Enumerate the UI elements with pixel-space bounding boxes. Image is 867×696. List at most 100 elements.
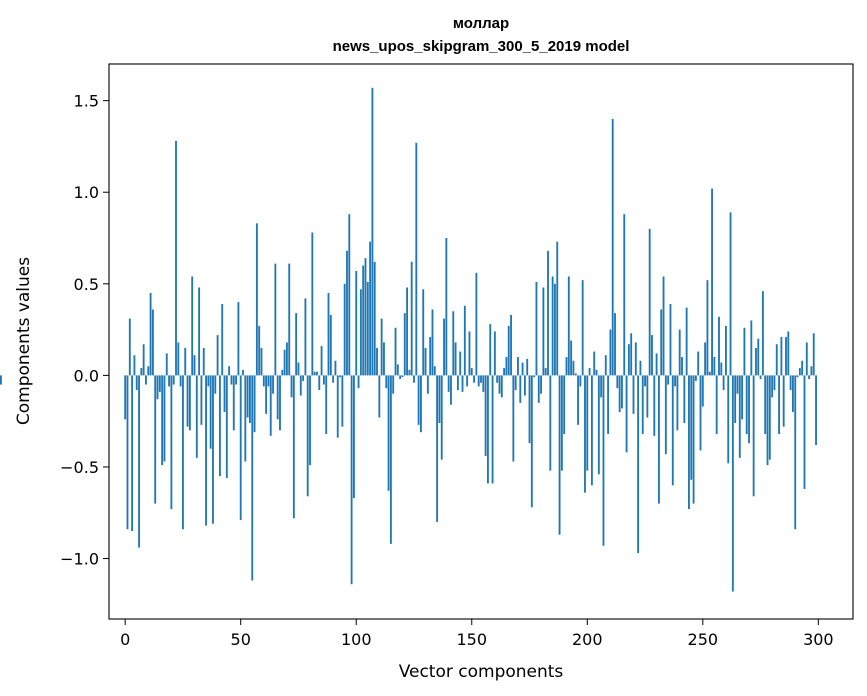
bar-274 [757,338,760,376]
bar-86 [322,375,325,385]
bar-83 [316,371,318,376]
bar-159 [491,375,494,484]
bar-281 [773,375,776,391]
chart-subtitle: news_upos_skipgram_300_5_2019 model [333,38,630,55]
bar-297 [810,366,813,376]
bar-279 [768,375,771,460]
bar-200 [586,375,589,471]
bar-11 [149,292,152,376]
bar-79 [306,375,309,497]
bar-59 [260,347,263,376]
bar-264 [734,375,737,424]
bar-106 [369,241,372,376]
bar-135 [436,375,439,522]
bar-260 [725,325,727,376]
bar-212 [614,313,616,376]
bar-7 [140,368,143,376]
bar-183 [547,250,549,376]
bar-265 [736,375,739,394]
bar-31 [195,375,198,458]
bar-97 [348,214,351,376]
bar-262 [729,212,732,376]
bar-221 [634,342,637,376]
bar-64 [272,375,274,394]
bar-139 [445,238,448,376]
bar-33 [200,375,203,425]
x-tick-label: 150 [456,630,487,649]
bar-149 [468,331,471,376]
bar-206 [600,375,603,398]
bar-140 [447,375,450,392]
bar-142 [452,311,455,376]
bar-275 [759,375,762,380]
bar-61 [265,375,268,414]
bar-228 [651,335,653,376]
bar-63 [269,375,272,436]
bar-67 [279,375,281,431]
bar-258 [720,362,723,376]
bar-68 [281,369,284,376]
bar-81 [311,232,314,376]
bar-244 [688,375,690,510]
bar-1 [126,375,129,530]
bar-143 [454,342,457,376]
bar-299 [815,375,817,445]
bar-29 [191,276,194,376]
bar-162 [498,375,501,394]
bar-199 [584,375,586,493]
bar-153 [477,375,480,387]
bar-261 [727,375,730,464]
bar-123 [408,369,411,376]
bar-24 [179,375,182,387]
bar-177 [533,375,536,378]
bar-141 [450,375,452,405]
bar-178 [535,281,538,376]
bar-30 [193,355,196,376]
bar-214 [618,375,621,413]
bar-246 [692,375,695,504]
bar-109 [376,347,378,376]
bar-113 [385,375,388,389]
bar-108 [373,261,376,376]
bar-218 [627,344,630,376]
bar-271 [750,320,753,376]
bar-286 [785,336,787,376]
bar-257 [718,316,720,376]
bar-283 [778,375,780,434]
bar-211 [611,118,614,376]
bar-17 [163,375,166,462]
bar-253 [708,371,711,376]
bar-191 [565,357,568,376]
x-axis-label: Vector components [399,662,564,682]
bar-235 [667,375,670,385]
bar-216 [623,214,626,376]
bar-240 [678,329,681,376]
bar-176 [530,375,533,508]
y-tick-label: 0.0 [74,366,99,385]
bar-51 [242,369,244,376]
bar-248 [697,351,700,376]
bar-102 [359,289,362,376]
bar-96 [346,250,348,376]
bar-14 [156,375,159,400]
bar-151 [473,375,475,383]
bar-110 [378,375,381,418]
x-tick-label: 0 [120,630,130,649]
y-tick-label: −1.0 [60,550,99,569]
bar-116 [392,375,395,394]
bar-188 [558,375,561,535]
bar-269 [745,375,748,434]
bar-284 [780,336,783,376]
bar-130 [424,347,427,376]
bar-53 [246,375,249,418]
bar-158 [489,324,492,376]
bar-119 [399,375,402,380]
bar-150 [470,368,473,376]
bar-62 [267,375,270,387]
bar-32 [198,287,201,376]
bar-233 [662,276,665,376]
bar-225 [644,375,646,387]
bar-75 [297,362,300,376]
bar-237 [671,375,674,486]
